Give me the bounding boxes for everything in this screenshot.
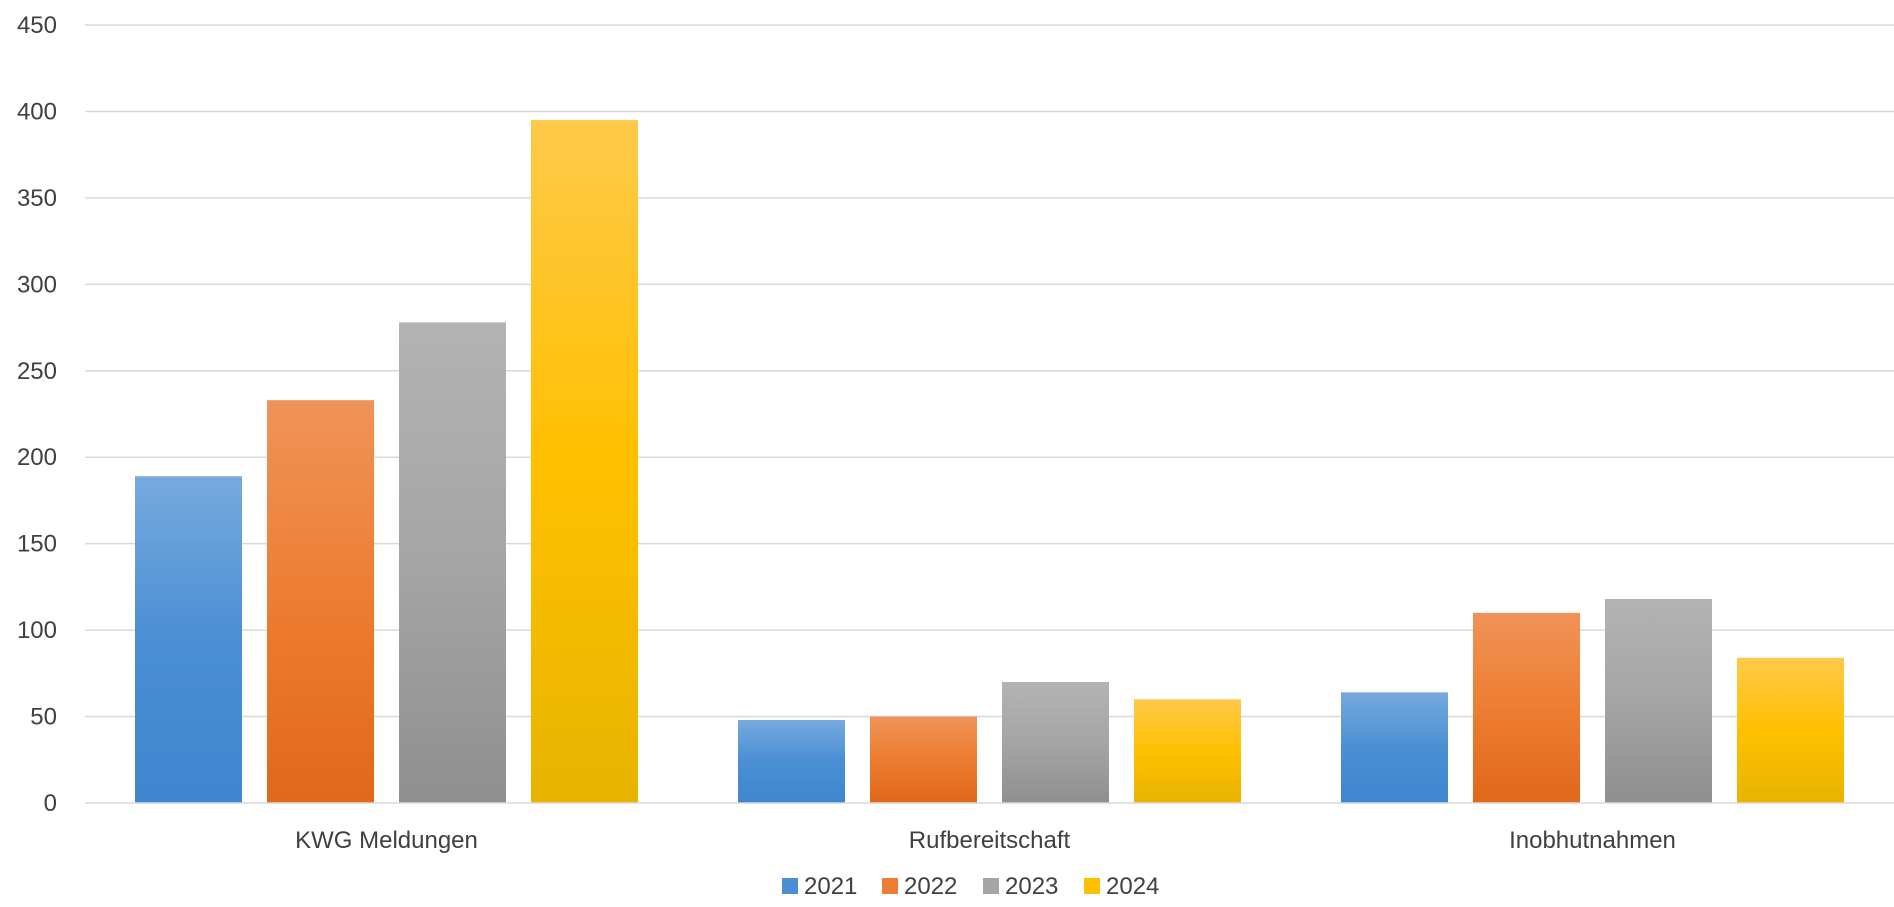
bar-2024-rufbereitschaft [1134, 699, 1241, 803]
legend-label-2021: 2021 [804, 873, 857, 900]
bar-2024-kwg-meldungen [531, 120, 638, 804]
category-label: KWG Meldungen [295, 827, 478, 854]
legend-label-2024: 2024 [1106, 873, 1159, 900]
legend-swatch-2024 [1084, 878, 1100, 894]
bars [135, 120, 1844, 804]
bar-2024-inobhutnahmen [1737, 657, 1844, 803]
legend-swatch-2021 [782, 878, 798, 894]
legend-label-2022: 2022 [904, 873, 957, 900]
y-tick-label: 200 [17, 444, 57, 471]
legend-swatch-2022 [882, 878, 898, 894]
y-tick-label: 300 [17, 271, 57, 298]
bar-2021-rufbereitschaft [738, 720, 845, 803]
y-tick-label: 350 [17, 185, 57, 212]
bar-2023-kwg-meldungen [399, 322, 506, 803]
y-axis: 0 50 100 150 200 250 300 350 400 450 [17, 12, 57, 817]
bar-2021-kwg-meldungen [135, 476, 242, 803]
bar-2023-inobhutnahmen [1605, 598, 1712, 803]
bar-2022-inobhutnahmen [1473, 612, 1580, 803]
bar-2022-kwg-meldungen [267, 400, 374, 803]
x-axis: KWG Meldungen Rufbereitschaft Inobhutnahme… [85, 802, 1894, 854]
bar-2023-rufbereitschaft [1002, 681, 1109, 803]
y-tick-label: 50 [30, 704, 57, 731]
y-tick-label: 0 [44, 790, 57, 817]
y-tick-label: 150 [17, 531, 57, 558]
legend-swatch-2023 [983, 878, 999, 894]
y-tick-label: 250 [17, 358, 57, 385]
y-tick-label: 400 [17, 98, 57, 125]
bar-2022-rufbereitschaft [870, 716, 977, 803]
category-label: Inobhutnahmen [1509, 827, 1676, 854]
gridlines [85, 24, 1894, 718]
bar-2021-inobhutnahmen [1341, 692, 1448, 803]
legend: 2021 2022 2023 2024 [782, 873, 1159, 900]
y-tick-label: 450 [17, 12, 57, 39]
legend-label-2023: 2023 [1005, 873, 1058, 900]
y-tick-label: 100 [17, 617, 57, 644]
category-label: Rufbereitschaft [909, 827, 1071, 854]
